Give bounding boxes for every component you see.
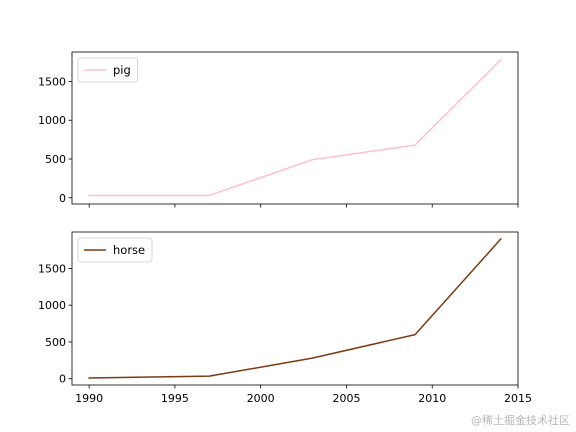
y-tick-label: 500	[45, 336, 66, 349]
legend-label-horse: horse	[113, 243, 145, 257]
legend-box	[77, 237, 153, 263]
y-tick-label: 0	[59, 192, 66, 205]
x-tick-label: 2005	[332, 392, 360, 405]
legend-label-pig: pig	[113, 63, 131, 77]
x-tick-label: 1995	[161, 392, 189, 405]
y-tick-label: 1000	[38, 114, 66, 127]
y-tick-label: 500	[45, 153, 66, 166]
axes-frame	[71, 51, 519, 205]
legend-box	[77, 57, 138, 83]
top-axes: 0 500 1000 1500 pig	[38, 51, 519, 208]
y-tick-label: 1500	[38, 262, 66, 275]
watermark: @稀土掘金技术社区	[471, 414, 570, 427]
series-line-pig	[88, 58, 502, 197]
bottom-axes: 0 500 1000 1500 1990 1995 2000 2005 2010 2015 hors…	[38, 231, 532, 405]
x-tick-label: 2010	[418, 392, 446, 405]
y-tick-label: 1000	[38, 299, 66, 312]
y-tick-label: 0	[59, 373, 66, 386]
x-tick-label: 2015	[504, 392, 532, 405]
x-tick-label: 2000	[247, 392, 275, 405]
axes-frame	[71, 231, 519, 386]
x-tick-label: 1990	[75, 392, 103, 405]
y-tick-label: 1500	[38, 75, 66, 88]
